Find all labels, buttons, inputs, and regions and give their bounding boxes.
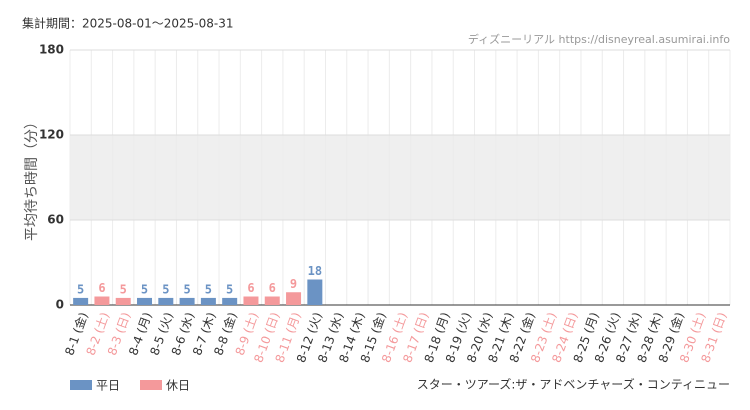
bar bbox=[137, 297, 153, 305]
bar bbox=[158, 297, 174, 305]
y-axis-label: 平均待ち時間（分） bbox=[24, 115, 40, 241]
bar bbox=[264, 296, 280, 305]
y-tick-label: 180 bbox=[39, 43, 64, 57]
source: ディズニーリアル https://disneyreal.asumirai.inf… bbox=[468, 32, 730, 46]
value-label: 5 bbox=[162, 282, 169, 296]
value-label: 9 bbox=[290, 277, 297, 291]
value-label: 5 bbox=[120, 282, 127, 296]
chart-title: 集計期間：2025-08-01～2025-08-31 bbox=[22, 16, 233, 31]
value-label: 6 bbox=[98, 281, 105, 295]
value-label: 5 bbox=[183, 282, 190, 296]
value-label: 5 bbox=[77, 282, 84, 296]
value-label: 5 bbox=[226, 282, 233, 296]
value-label: 18 bbox=[308, 264, 322, 278]
bar bbox=[307, 279, 323, 305]
y-tick-label: 60 bbox=[47, 213, 64, 227]
bar bbox=[94, 296, 110, 305]
legend-swatch bbox=[140, 380, 162, 390]
bar bbox=[179, 297, 195, 305]
bar bbox=[286, 292, 302, 305]
y-tick-label: 120 bbox=[39, 128, 64, 142]
attraction-name: スター・ツアーズ:ザ・アドベンチャーズ・コンティニュー bbox=[417, 377, 730, 392]
bar bbox=[243, 296, 259, 305]
legend-swatch bbox=[70, 380, 92, 390]
bar bbox=[73, 297, 89, 305]
grid-band bbox=[70, 135, 730, 220]
value-label: 6 bbox=[269, 281, 276, 295]
legend-label: 休日 bbox=[166, 379, 190, 393]
value-label: 5 bbox=[141, 282, 148, 296]
value-label: 5 bbox=[205, 282, 212, 296]
value-label: 6 bbox=[247, 281, 254, 295]
y-tick-label: 0 bbox=[56, 298, 64, 312]
legend-label: 平日 bbox=[96, 379, 120, 393]
bar bbox=[222, 297, 238, 305]
bar bbox=[200, 297, 216, 305]
bar bbox=[115, 297, 131, 305]
